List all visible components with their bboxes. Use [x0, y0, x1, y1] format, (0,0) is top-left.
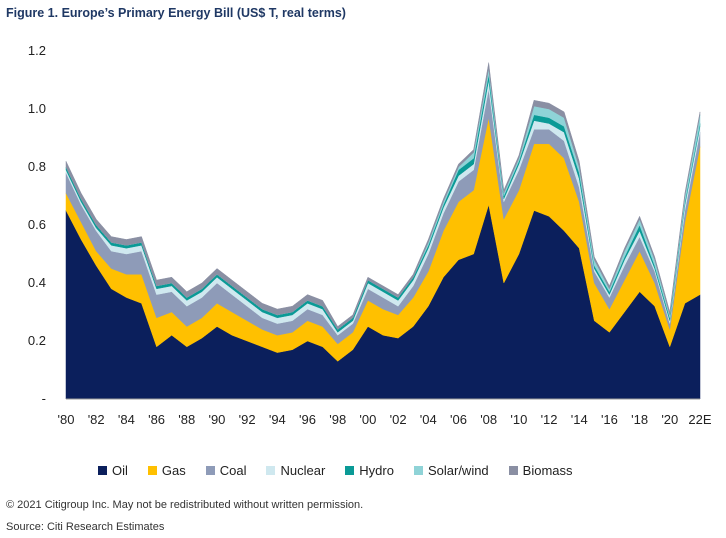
- x-tick-label: '94: [269, 412, 286, 427]
- y-tick-label: 1.2: [28, 43, 46, 58]
- legend-swatch-gas: [147, 466, 157, 475]
- legend-label-oil: Oil: [112, 463, 128, 478]
- x-tick-label: '82: [88, 412, 105, 427]
- y-tick-label: -: [42, 391, 46, 406]
- source-note: Source: Citi Research Estimates: [6, 521, 165, 533]
- legend-item-biomass: Biomass: [508, 463, 573, 478]
- y-tick-label: 0.6: [28, 217, 46, 232]
- x-tick-label: '06: [450, 412, 467, 427]
- legend-item-solar-wind: Solar/wind: [413, 463, 489, 478]
- stacked-area-chart: - 0.2 0.4 0.6 0.8 1.0 1.2 '80 '82 '84 '86 '88 '90 '92…: [28, 43, 712, 427]
- x-tick-label: '88: [178, 412, 195, 427]
- x-tick-label: '12: [541, 412, 558, 427]
- x-tick-label: '98: [329, 412, 346, 427]
- x-tick-label: '18: [631, 412, 648, 427]
- x-tick-label: '96: [299, 412, 316, 427]
- copyright-note: © 2021 Citigroup Inc. May not be redistr…: [6, 499, 364, 511]
- legend-swatch-solar-wind: [413, 466, 423, 475]
- chart-legend: Oil Gas Coal Nuclear Hydro Solar/wind Bi…: [98, 463, 698, 478]
- x-tick-label: '92: [239, 412, 256, 427]
- y-tick-label: 1.0: [28, 101, 46, 116]
- x-tick-label: '20: [661, 412, 678, 427]
- legend-item-gas: Gas: [147, 463, 186, 478]
- legend-label-solar-wind: Solar/wind: [427, 463, 489, 478]
- x-tick-label: '90: [208, 412, 225, 427]
- legend-label-gas: Gas: [161, 463, 186, 478]
- legend-label-nuclear: Nuclear: [280, 463, 326, 478]
- x-tick-label: '84: [118, 412, 135, 427]
- y-tick-label: 0.2: [28, 333, 46, 348]
- x-tick-label: '08: [480, 412, 497, 427]
- legend-label-coal: Coal: [219, 463, 247, 478]
- x-tick-label: '02: [390, 412, 407, 427]
- area-series-gas: [65, 117, 701, 362]
- legend-swatch-nuclear: [266, 466, 276, 475]
- x-tick-label: '86: [148, 412, 165, 427]
- y-tick-label: 0.8: [28, 159, 46, 174]
- x-tick-label: 22E: [688, 412, 711, 427]
- area-series-biomass: [65, 62, 701, 330]
- x-tick-label: '10: [510, 412, 527, 427]
- legend-swatch-coal: [205, 466, 215, 475]
- legend-swatch-biomass: [508, 466, 518, 475]
- x-tick-label: '00: [359, 412, 376, 427]
- legend-swatch-hydro: [345, 466, 355, 475]
- legend-label-hydro: Hydro: [359, 463, 394, 478]
- x-tick-label: '80: [58, 412, 75, 427]
- legend-item-coal: Coal: [205, 463, 247, 478]
- y-tick-label: 0.4: [28, 275, 46, 290]
- legend-swatch-oil: [98, 466, 107, 475]
- chart-title: Figure 1. Europe’s Primary Energy Bill (…: [6, 6, 346, 20]
- x-tick-label: '04: [420, 412, 437, 427]
- legend-item-nuclear: Nuclear: [266, 463, 325, 478]
- legend-item-oil: Oil: [98, 463, 128, 478]
- x-tick-label: '16: [601, 412, 618, 427]
- legend-item-hydro: Hydro: [345, 463, 394, 478]
- legend-label-biomass: Biomass: [522, 463, 573, 478]
- x-tick-label: '14: [571, 412, 588, 427]
